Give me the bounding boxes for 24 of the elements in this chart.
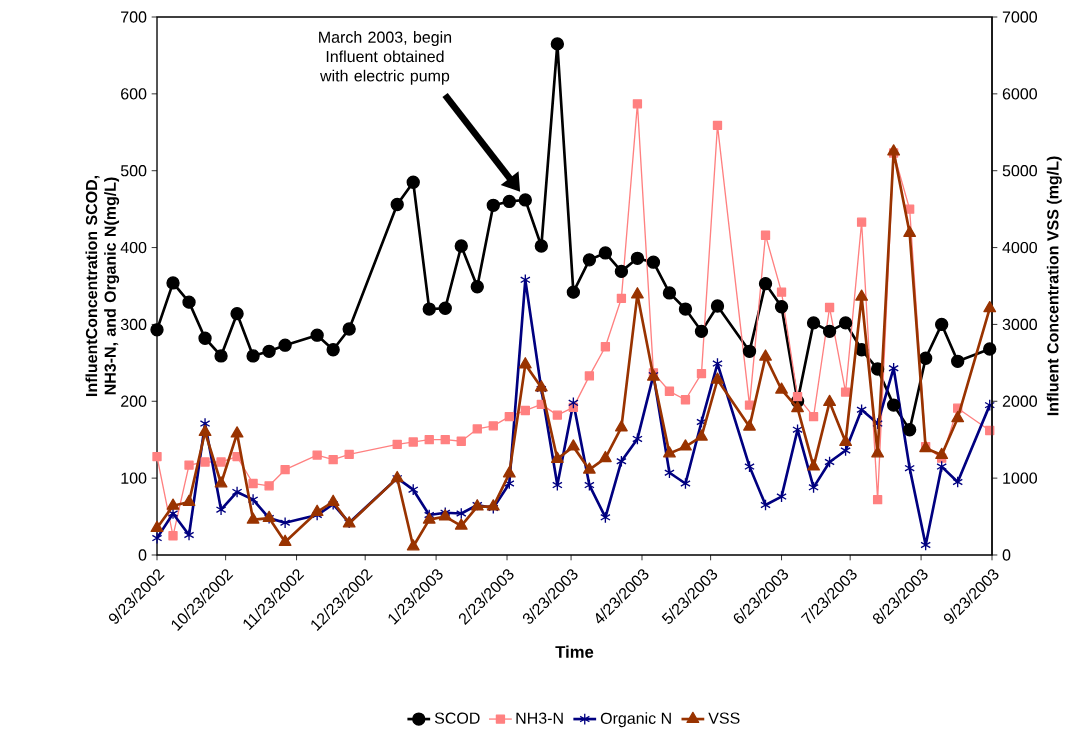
- y-tick-label: 600: [121, 88, 147, 100]
- y2-tick-label: 1000: [1003, 472, 1038, 484]
- legend-label: Organic N: [600, 712, 671, 728]
- annotation: March 2003, begin Influent obtained with electric pump: [319, 31, 452, 85]
- x-axis-title: Time: [555, 645, 594, 658]
- y2-axis-title: Influent Concentration VSS (mg/L): [1046, 156, 1062, 416]
- y-tick-label: 300: [120, 318, 147, 331]
- y-tick-label: 500: [120, 165, 147, 177]
- y-tick-label: 100: [121, 472, 147, 484]
- legend-label: VSS: [708, 712, 740, 724]
- y2-tick-label: 6000: [1002, 88, 1038, 100]
- y-tick-label: 400: [120, 241, 147, 254]
- y-tick-label: 0: [138, 549, 147, 561]
- y-tick-label: 200: [121, 395, 147, 407]
- y2-tick-label: 7000: [1002, 11, 1038, 23]
- y-tick-label: 700: [121, 11, 147, 23]
- legend-label: NH3-N: [516, 712, 563, 724]
- y-axis-title: InfluentConcentration SCOD, NH3-N, and Organic N(mg/L): [85, 175, 120, 397]
- y2-tick-label: 5000: [1002, 165, 1038, 177]
- y2-tick-label: 3000: [1002, 318, 1038, 331]
- y2-tick-label: 0: [1002, 549, 1011, 561]
- y2-tick-label: 2000: [1002, 395, 1038, 407]
- y2-tick-label: 4000: [1002, 241, 1038, 254]
- legend-label: SCOD: [434, 712, 480, 724]
